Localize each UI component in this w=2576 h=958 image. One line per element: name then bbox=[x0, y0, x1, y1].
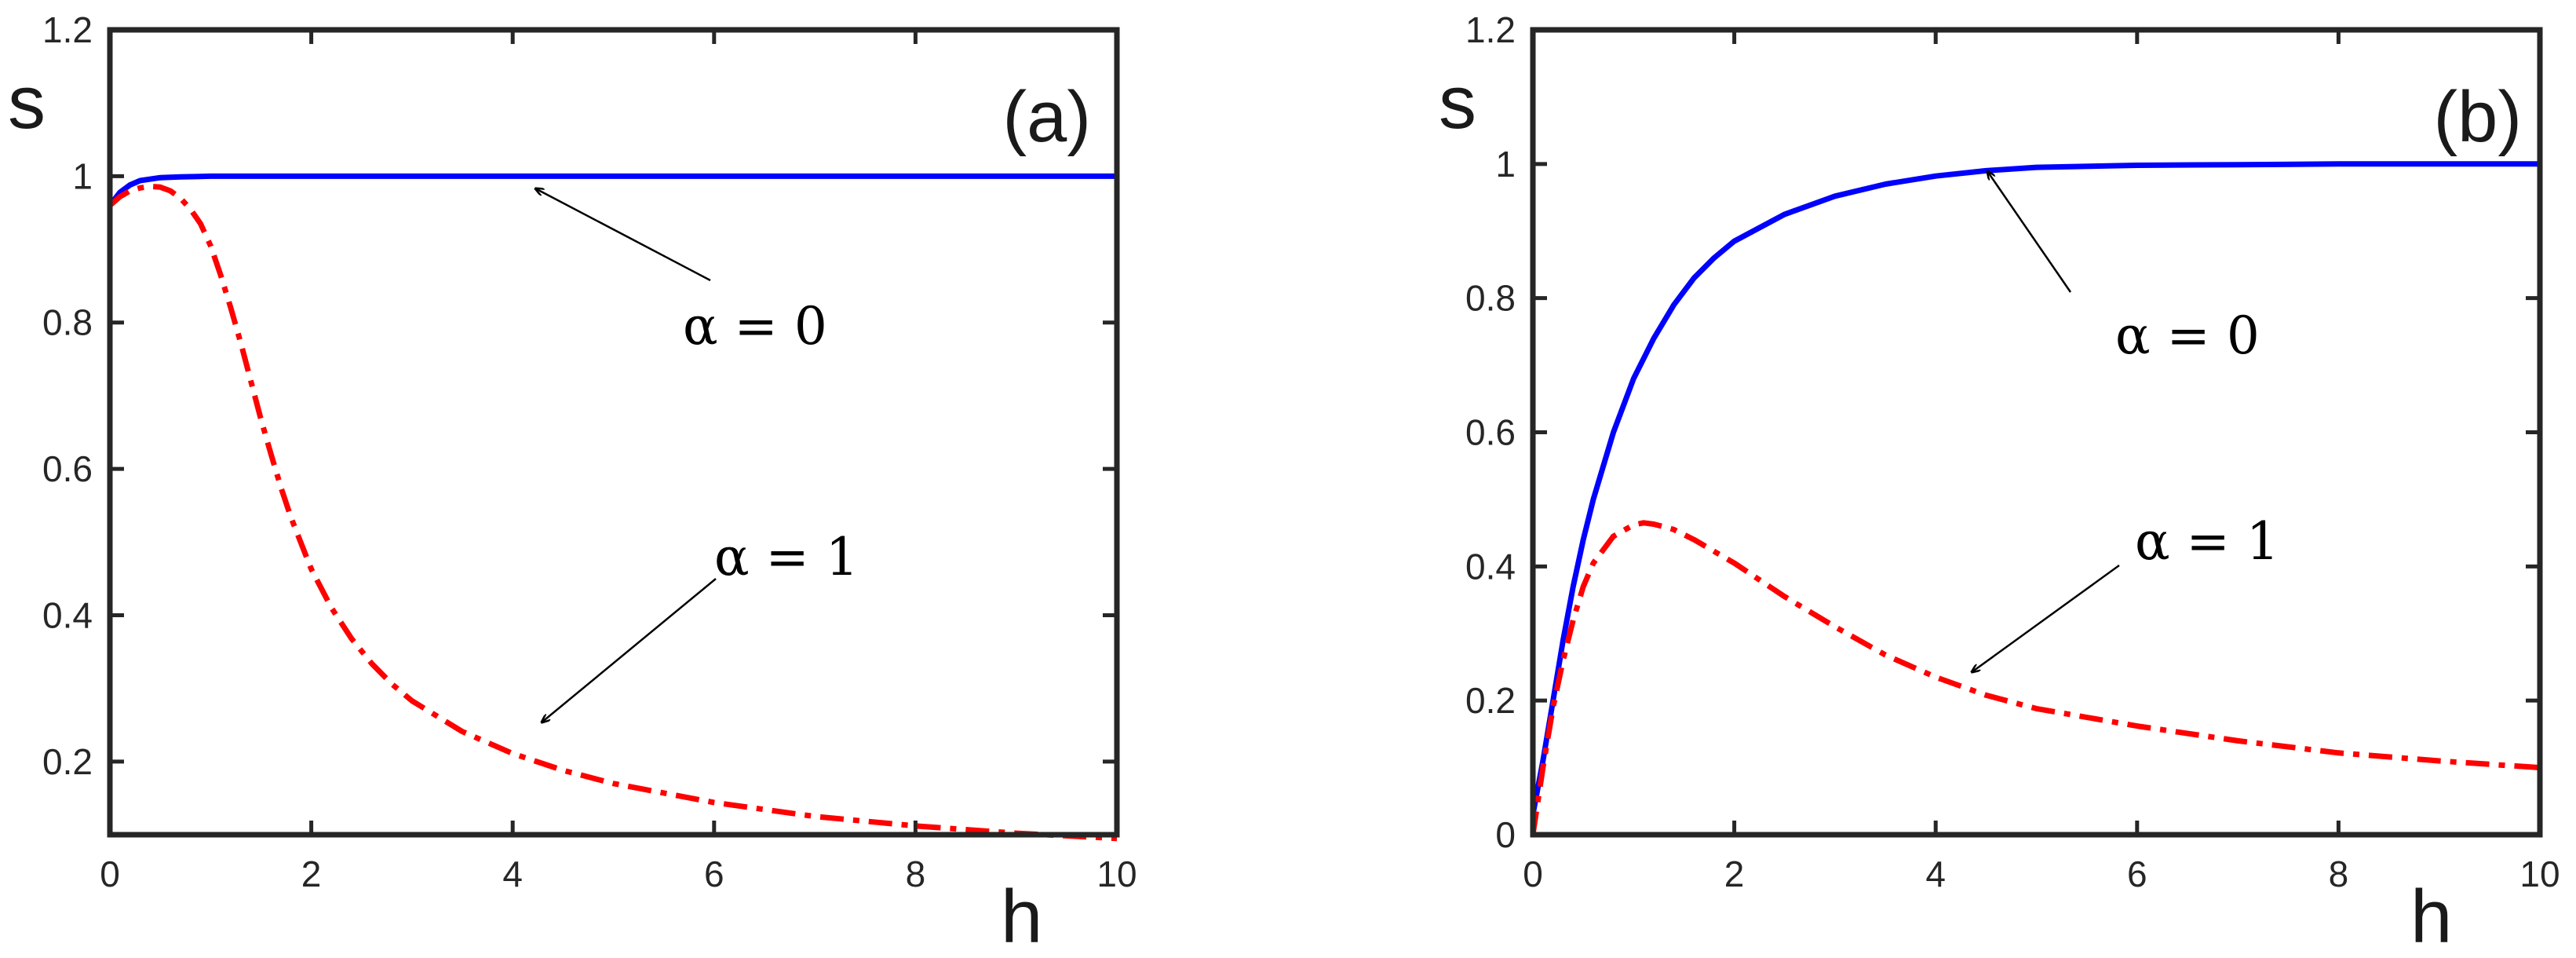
panel-a-ylabel: s bbox=[8, 60, 46, 144]
panel-a-ytick-label: 1.2 bbox=[42, 9, 93, 50]
panel-b-yticks: 0 0.2 0.4 0.6 0.8 1 1.2 bbox=[1465, 9, 2540, 855]
panel-b-ytick-label: 0.2 bbox=[1465, 680, 1516, 721]
panel-b-anno-alpha0: α = 0 bbox=[2115, 305, 2260, 366]
panel-a-ytick-label: 0.2 bbox=[42, 741, 93, 782]
panel-b-annotations: α = 0 α = 1 bbox=[1972, 171, 2279, 672]
panel-a-ytick-label: 1 bbox=[72, 155, 93, 196]
panel-a-plot bbox=[108, 173, 1118, 842]
panel-a-arrow-alpha1 bbox=[542, 578, 717, 722]
panel-a-series-alpha0 bbox=[108, 173, 1117, 207]
panel-b-ylabel: s bbox=[1439, 60, 1476, 144]
panel-b-ytick-label: 1.2 bbox=[1465, 9, 1516, 50]
panel-b-anno-alpha1: α = 1 bbox=[2135, 511, 2279, 572]
panel-b-ytick-label: 0.6 bbox=[1465, 412, 1516, 453]
panel-b-plot bbox=[1530, 161, 2541, 836]
panel-a-series-alpha1 bbox=[108, 183, 1118, 842]
panel-b-arrow-alpha1 bbox=[1972, 564, 2120, 672]
panel-a-ytick-label: 0.8 bbox=[42, 302, 93, 343]
panel-b-xtick-label: 8 bbox=[2329, 854, 2349, 894]
panel-b-xticks: 0 2 4 6 8 10 bbox=[1523, 30, 2560, 894]
panel-a-ytick-label: 0.6 bbox=[42, 448, 93, 489]
panel-a-xtick-label: 2 bbox=[301, 854, 322, 894]
panel-a-anno-alpha1: α = 1 bbox=[714, 527, 859, 587]
panel-b-ytick-label: 0 bbox=[1495, 814, 1516, 855]
panel-a-xtick-label: 10 bbox=[1096, 854, 1137, 894]
panel-b-ytick-label: 1 bbox=[1495, 144, 1516, 185]
panel-a-xtick-label: 0 bbox=[100, 854, 120, 894]
panel-a-yticks: 0.2 0.4 0.6 0.8 1 1.2 bbox=[42, 9, 1117, 782]
panel-b-xlabel: h bbox=[2410, 875, 2452, 958]
panel-b-label: (b) bbox=[2434, 77, 2522, 157]
panel-b-series-alpha1 bbox=[1530, 520, 2541, 836]
panel-b-xtick-label: 0 bbox=[1523, 854, 1543, 894]
panel-a-arrow-alpha0 bbox=[535, 188, 711, 282]
panel-b-series-alpha0 bbox=[1530, 161, 2540, 816]
panel-b-xtick-label: 4 bbox=[1925, 854, 1946, 894]
panel-a-xlabel: h bbox=[1001, 875, 1042, 958]
panel-b-frame bbox=[1530, 27, 2543, 838]
panel-b-ytick-label: 0.4 bbox=[1465, 546, 1516, 587]
panel-b: 0 0.2 0.4 0.6 0.8 1 1.2 0 2 4 6 8 10 s h (b) α = 0 … bbox=[1439, 9, 2560, 958]
panel-a: 0.2 0.4 0.6 0.8 1 1.2 0 2 4 6 8 10 s h (a) α = 0 α… bbox=[8, 9, 1137, 958]
panel-a-xtick-label: 8 bbox=[906, 854, 926, 894]
panel-a-anno-alpha0: α = 0 bbox=[683, 296, 827, 357]
panel-b-xtick-label: 10 bbox=[2519, 854, 2560, 894]
panel-b-xtick-label: 6 bbox=[2127, 854, 2147, 894]
panel-a-ytick-label: 0.4 bbox=[42, 594, 93, 635]
panel-b-arrow-alpha0 bbox=[1987, 171, 2072, 293]
panel-a-xticks: 0 2 4 6 8 10 bbox=[100, 30, 1137, 894]
panel-b-xtick-label: 2 bbox=[1724, 854, 1745, 894]
panel-a-label: (a) bbox=[1003, 77, 1091, 157]
panel-a-annotations: α = 0 α = 1 bbox=[535, 188, 859, 722]
panel-a-frame bbox=[107, 27, 1120, 838]
panel-a-xtick-label: 6 bbox=[704, 854, 724, 894]
panel-a-xtick-label: 4 bbox=[502, 854, 523, 894]
panel-b-ytick-label: 0.8 bbox=[1465, 278, 1516, 319]
